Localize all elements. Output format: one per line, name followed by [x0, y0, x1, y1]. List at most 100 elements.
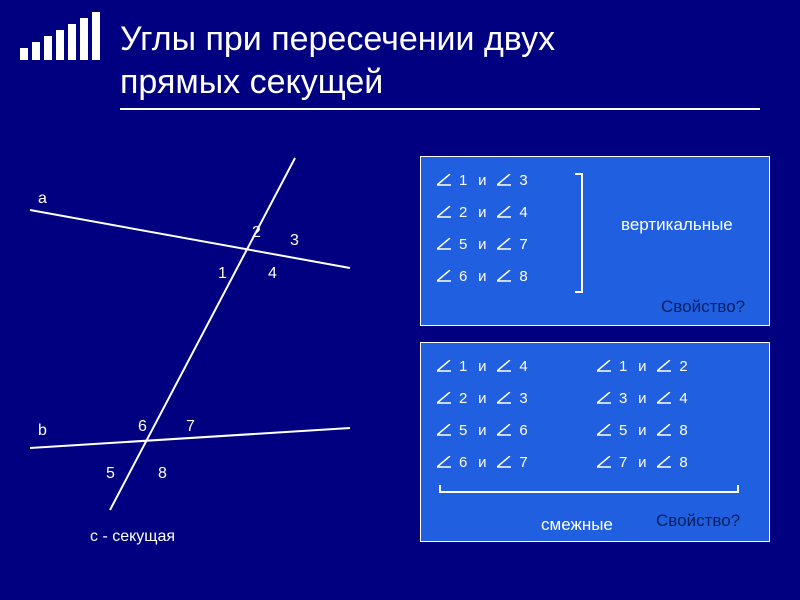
angle-1: 1 [218, 265, 227, 283]
pair-a: 1 [459, 172, 467, 189]
title-line1: Углы при пересечении двух [120, 18, 555, 61]
pair-b: 8 [679, 422, 687, 439]
line-label-b: b [38, 422, 47, 440]
and-word: и [635, 390, 649, 407]
pair-row: 7 и 8 [597, 453, 688, 471]
pair-b: 8 [679, 454, 687, 471]
angle-4: 4 [268, 265, 277, 283]
lines-diagram: a b 1 2 3 4 5 6 7 8 с - секущая [20, 150, 400, 570]
angle-icon [597, 456, 611, 468]
title-underline [120, 108, 760, 110]
angle-icon [437, 206, 451, 218]
pair-row: 5 и 8 [597, 421, 688, 439]
angle-3: 3 [290, 232, 299, 250]
pair-a: 2 [459, 390, 467, 407]
angle-icon [437, 238, 451, 250]
pair-row: 3 и 4 [597, 389, 688, 407]
angle-icon [497, 424, 511, 436]
pair-a: 5 [459, 236, 467, 253]
adjacent-label: смежные [541, 515, 613, 535]
property-label: Свойство? [661, 297, 745, 317]
bracket [581, 173, 583, 293]
pair-a: 1 [619, 358, 627, 375]
angle-icon [437, 270, 451, 282]
pair-row: 5 и 7 [437, 235, 528, 253]
angle-icon [657, 392, 671, 404]
and-word: и [475, 204, 489, 221]
title-line2: прямых секущей [120, 61, 555, 104]
pair-a: 1 [459, 358, 467, 375]
angle-icon [497, 360, 511, 372]
angle-6: 6 [138, 418, 147, 436]
pair-a: 5 [619, 422, 627, 439]
diagram-svg [20, 150, 400, 570]
adjacent-pairs-col-left: 1 и 4 2 и 3 5 и 6 6 и 7 [437, 357, 528, 471]
pair-row: 2 и 3 [437, 389, 528, 407]
pair-a: 7 [619, 454, 627, 471]
property-label: Свойство? [656, 511, 740, 531]
adjacent-angles-panel: 1 и 4 2 и 3 5 и 6 6 и 7 1 [420, 342, 770, 542]
line-label-a: a [38, 190, 47, 208]
angle-icon [497, 238, 511, 250]
and-word: и [475, 236, 489, 253]
angle-8: 8 [158, 465, 167, 483]
pair-b: 2 [679, 358, 687, 375]
adjacent-pairs-col-right: 1 и 2 3 и 4 5 и 8 7 и 8 [597, 357, 688, 471]
pair-b: 6 [519, 422, 527, 439]
angle-icon [497, 456, 511, 468]
and-word: и [475, 454, 489, 471]
angle-7: 7 [186, 418, 195, 436]
pair-b: 7 [519, 236, 527, 253]
pair-row: 2 и 4 [437, 203, 528, 221]
angle-icon [497, 174, 511, 186]
and-word: и [475, 390, 489, 407]
vertical-label: вертикальные [621, 215, 733, 235]
angle-icon [437, 360, 451, 372]
angle-2: 2 [252, 224, 261, 242]
pair-b: 3 [519, 390, 527, 407]
pair-row: 6 и 8 [437, 267, 528, 285]
decorative-bars [20, 12, 100, 60]
pair-row: 1 и 3 [437, 171, 528, 189]
angle-icon [437, 174, 451, 186]
bracket-h [439, 491, 739, 493]
angle-icon [657, 456, 671, 468]
and-word: и [635, 358, 649, 375]
angle-icon [437, 456, 451, 468]
angle-icon [497, 392, 511, 404]
angle-icon [597, 360, 611, 372]
pair-b: 4 [519, 358, 527, 375]
angle-icon [437, 392, 451, 404]
angle-icon [657, 424, 671, 436]
angle-icon [497, 270, 511, 282]
secant-label: с - секущая [90, 528, 175, 546]
pair-row: 1 и 2 [597, 357, 688, 375]
angle-5: 5 [106, 465, 115, 483]
pair-a: 2 [459, 204, 467, 221]
and-word: и [475, 358, 489, 375]
angle-icon [597, 392, 611, 404]
pair-b: 8 [519, 268, 527, 285]
and-word: и [475, 422, 489, 439]
angle-icon [657, 360, 671, 372]
pair-a: 3 [619, 390, 627, 407]
and-word: и [635, 454, 649, 471]
pair-b: 4 [679, 390, 687, 407]
pair-a: 5 [459, 422, 467, 439]
angle-icon [597, 424, 611, 436]
vertical-pairs-col: 1 и 3 2 и 4 5 и 7 6 и 8 [437, 171, 528, 285]
slide-title: Углы при пересечении двух прямых секущей [120, 18, 555, 103]
vertical-angles-panel: 1 и 3 2 и 4 5 и 7 6 и 8 вертикальные Сво [420, 156, 770, 326]
angle-icon [497, 206, 511, 218]
and-word: и [635, 422, 649, 439]
and-word: и [475, 172, 489, 189]
pair-a: 6 [459, 268, 467, 285]
pair-b: 4 [519, 204, 527, 221]
pair-row: 5 и 6 [437, 421, 528, 439]
pair-b: 3 [519, 172, 527, 189]
and-word: и [475, 268, 489, 285]
pair-row: 6 и 7 [437, 453, 528, 471]
pair-row: 1 и 4 [437, 357, 528, 375]
pair-a: 6 [459, 454, 467, 471]
angle-icon [437, 424, 451, 436]
